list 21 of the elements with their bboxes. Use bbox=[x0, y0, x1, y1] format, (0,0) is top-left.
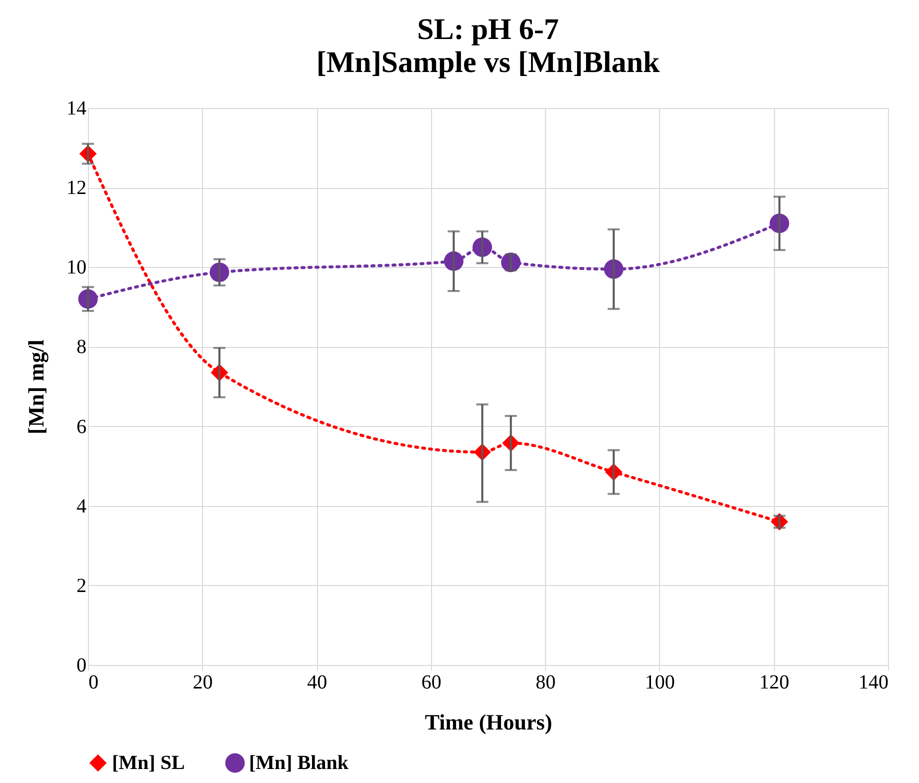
x-tick-label: 60 bbox=[421, 672, 442, 694]
legend-label: [Mn] SL bbox=[112, 752, 185, 774]
x-tick-label: 80 bbox=[536, 672, 556, 694]
x-tick-label: 140 bbox=[858, 672, 888, 694]
y-tick-label: 6 bbox=[76, 416, 86, 438]
x-tick-label: 100 bbox=[644, 672, 675, 694]
x-tick-label: 20 bbox=[192, 672, 213, 694]
x-tick-label: 120 bbox=[759, 672, 790, 694]
y-tick-label: 14 bbox=[66, 98, 86, 120]
y-tick-label: 0 bbox=[76, 654, 86, 676]
chart-title: SL: pH 6-7 bbox=[417, 13, 559, 46]
y-tick-label: 10 bbox=[66, 256, 86, 279]
x-axis-title: Time (Hours) bbox=[424, 710, 552, 734]
y-tick-label: 4 bbox=[76, 495, 86, 518]
legend-label: [Mn] Blank bbox=[249, 752, 350, 774]
y-tick-label: 8 bbox=[76, 336, 86, 358]
y-axis-title: [Mn] mg/l bbox=[24, 340, 48, 434]
y-tick-label: 12 bbox=[66, 177, 86, 200]
y-tick-label: 2 bbox=[76, 574, 86, 597]
x-tick-label: 40 bbox=[307, 672, 328, 694]
chart-subtitle: [Mn]Sample vs [Mn]Blank bbox=[316, 46, 660, 79]
